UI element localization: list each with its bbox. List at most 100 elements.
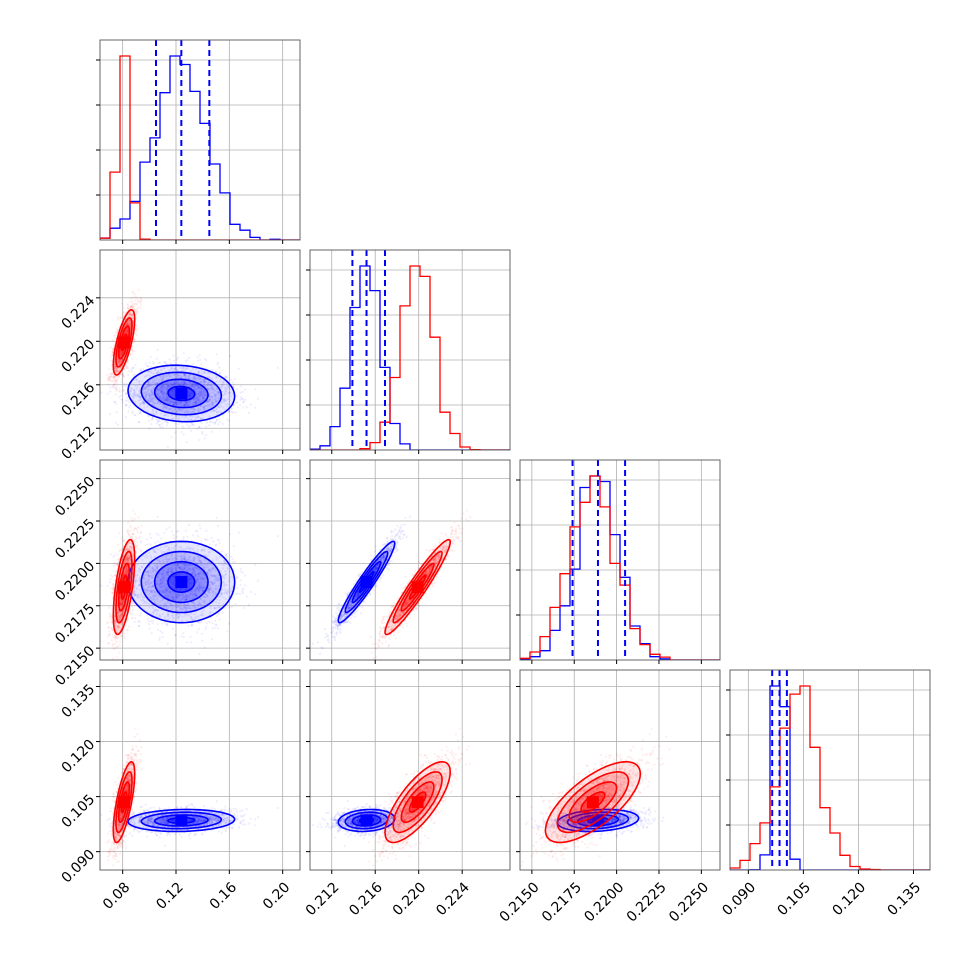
sample-point bbox=[142, 368, 144, 370]
sample-point bbox=[118, 396, 120, 398]
sample-point bbox=[200, 363, 202, 365]
sample-point bbox=[157, 540, 159, 542]
sample-point bbox=[205, 426, 207, 428]
sample-point bbox=[217, 423, 219, 425]
sample-point bbox=[217, 525, 219, 527]
sample-point bbox=[160, 537, 162, 539]
sample-point bbox=[121, 378, 123, 380]
sample-point bbox=[214, 620, 216, 622]
sample-point bbox=[162, 426, 164, 428]
sample-point bbox=[115, 403, 117, 405]
sample-point bbox=[158, 639, 160, 641]
sample-point bbox=[117, 424, 119, 426]
sample-point bbox=[185, 530, 187, 532]
sample-point bbox=[156, 422, 158, 424]
sample-point bbox=[183, 536, 185, 538]
sample-point bbox=[219, 421, 221, 423]
sample-point bbox=[148, 623, 150, 625]
sample-point bbox=[151, 417, 153, 419]
sample-point bbox=[133, 367, 135, 369]
sample-point bbox=[190, 430, 192, 432]
sample-point bbox=[244, 399, 246, 401]
sample-point bbox=[242, 401, 244, 403]
sample-point bbox=[180, 431, 182, 433]
sample-point bbox=[160, 630, 162, 632]
sample-point bbox=[107, 377, 109, 379]
sample-point bbox=[159, 424, 161, 426]
sample-point bbox=[121, 313, 123, 315]
sample-point bbox=[240, 568, 242, 570]
sample-point bbox=[136, 303, 138, 305]
sample-point bbox=[200, 422, 202, 424]
sample-point bbox=[233, 545, 235, 547]
sample-point bbox=[156, 532, 158, 534]
sample-point bbox=[236, 388, 238, 390]
sample-point bbox=[222, 423, 224, 425]
sample-point bbox=[149, 627, 151, 629]
sample-point bbox=[238, 368, 240, 370]
sample-point bbox=[134, 617, 136, 619]
sample-point bbox=[205, 626, 207, 628]
sample-point bbox=[214, 627, 216, 629]
sample-point bbox=[204, 437, 206, 439]
sample-point bbox=[169, 358, 171, 360]
sample-point bbox=[254, 564, 256, 566]
sample-point bbox=[172, 355, 174, 357]
sample-point bbox=[114, 334, 116, 336]
sample-point bbox=[127, 374, 129, 376]
sample-point bbox=[140, 299, 142, 301]
sample-point bbox=[243, 607, 245, 609]
sample-point bbox=[209, 543, 211, 545]
sample-point bbox=[155, 418, 157, 420]
sample-point bbox=[254, 388, 256, 390]
sample-point bbox=[186, 441, 188, 443]
sample-point bbox=[162, 636, 164, 638]
sample-point bbox=[134, 293, 136, 295]
sample-point bbox=[192, 363, 194, 365]
sample-point bbox=[232, 381, 234, 383]
sample-point bbox=[140, 303, 142, 305]
sample-point bbox=[173, 360, 175, 362]
sample-point bbox=[231, 606, 233, 608]
sample-point bbox=[218, 366, 220, 368]
sample-point bbox=[216, 517, 218, 519]
sample-point bbox=[248, 412, 250, 414]
sample-point bbox=[148, 420, 150, 422]
sample-point bbox=[218, 418, 220, 420]
sample-point bbox=[163, 532, 165, 534]
sample-point bbox=[116, 318, 118, 320]
sample-point bbox=[200, 541, 202, 543]
sample-point bbox=[130, 353, 132, 355]
sample-point bbox=[120, 317, 122, 319]
sample-point bbox=[172, 628, 174, 630]
sample-point bbox=[114, 381, 116, 383]
sample-point bbox=[125, 416, 127, 418]
sample-point bbox=[257, 580, 259, 582]
sample-point bbox=[117, 316, 119, 318]
sample-point bbox=[277, 535, 279, 537]
sample-point bbox=[196, 356, 198, 358]
sample-point bbox=[235, 411, 237, 413]
sample-point bbox=[176, 358, 178, 360]
sample-point bbox=[131, 368, 133, 370]
sample-point bbox=[229, 355, 231, 357]
sample-point bbox=[123, 311, 125, 313]
sample-point bbox=[186, 424, 188, 426]
sample-point bbox=[118, 317, 120, 319]
sample-point bbox=[152, 622, 154, 624]
sample-point bbox=[212, 540, 214, 542]
sample-point bbox=[221, 550, 223, 552]
sample-point bbox=[242, 391, 244, 393]
sample-point bbox=[114, 376, 116, 378]
sample-point bbox=[239, 399, 241, 401]
sample-point bbox=[180, 635, 182, 637]
sample-point bbox=[131, 358, 133, 360]
sample-point bbox=[166, 424, 168, 426]
sample-point bbox=[167, 643, 169, 645]
sample-point bbox=[109, 391, 111, 393]
sample-point bbox=[232, 558, 234, 560]
sample-point bbox=[115, 411, 117, 413]
sample-point bbox=[159, 637, 161, 639]
sample-point bbox=[244, 389, 246, 391]
